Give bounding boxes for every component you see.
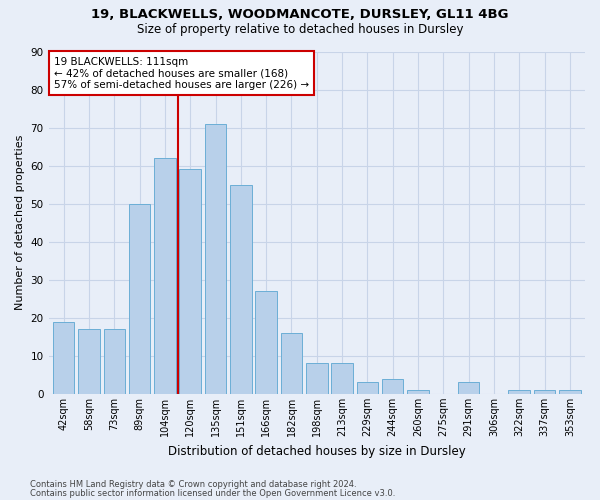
Bar	[534, 390, 555, 394]
Bar	[281, 333, 302, 394]
Bar	[256, 291, 277, 394]
Bar	[306, 364, 328, 394]
Bar	[407, 390, 429, 394]
Bar	[53, 322, 74, 394]
Text: 19, BLACKWELLS, WOODMANCOTE, DURSLEY, GL11 4BG: 19, BLACKWELLS, WOODMANCOTE, DURSLEY, GL…	[91, 8, 509, 20]
Bar	[458, 382, 479, 394]
Text: Size of property relative to detached houses in Dursley: Size of property relative to detached ho…	[137, 22, 463, 36]
Bar	[154, 158, 176, 394]
Bar	[508, 390, 530, 394]
Bar	[331, 364, 353, 394]
X-axis label: Distribution of detached houses by size in Dursley: Distribution of detached houses by size …	[168, 444, 466, 458]
Bar	[230, 184, 251, 394]
Bar	[205, 124, 226, 394]
Y-axis label: Number of detached properties: Number of detached properties	[15, 135, 25, 310]
Bar	[559, 390, 581, 394]
Bar	[382, 378, 403, 394]
Bar	[104, 329, 125, 394]
Text: Contains public sector information licensed under the Open Government Licence v3: Contains public sector information licen…	[30, 488, 395, 498]
Bar	[78, 329, 100, 394]
Text: Contains HM Land Registry data © Crown copyright and database right 2024.: Contains HM Land Registry data © Crown c…	[30, 480, 356, 489]
Text: 19 BLACKWELLS: 111sqm
← 42% of detached houses are smaller (168)
57% of semi-det: 19 BLACKWELLS: 111sqm ← 42% of detached …	[54, 56, 309, 90]
Bar	[356, 382, 378, 394]
Bar	[179, 170, 201, 394]
Bar	[129, 204, 151, 394]
